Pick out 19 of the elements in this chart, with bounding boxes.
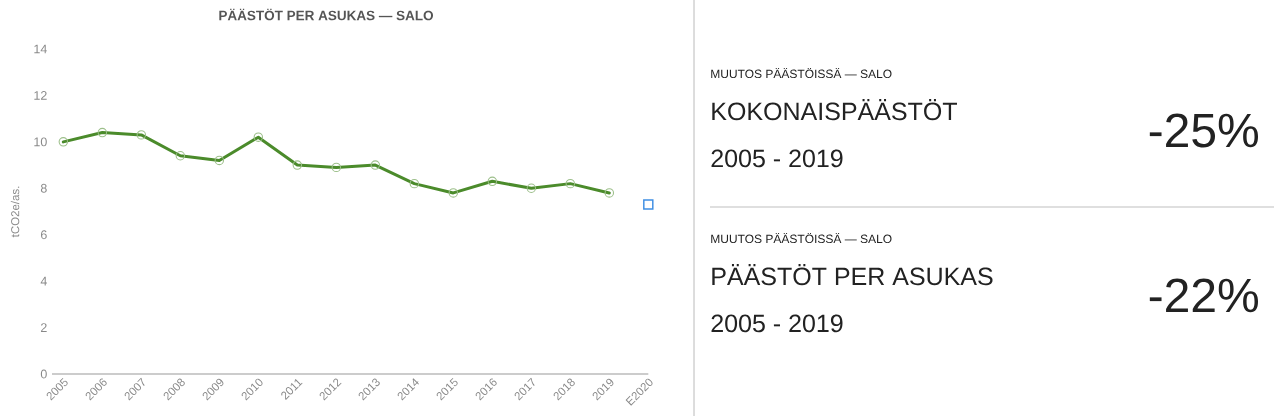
y-axis-title: tCO2e/as. xyxy=(10,186,20,238)
y-tick-label: 10 xyxy=(34,137,47,147)
y-tick-label: 4 xyxy=(40,276,47,286)
text: 2005 - 2019 xyxy=(711,149,843,168)
point xyxy=(643,199,654,210)
text: KOKONAISPÄÄSTÖT xyxy=(712,99,957,121)
y-tick-label: 6 xyxy=(40,230,47,240)
chart-title: PÄÄSTÖT PER ASUKAS — SALO xyxy=(219,8,434,21)
y-tick-label: 12 xyxy=(34,91,47,100)
text: -22% xyxy=(1149,278,1258,313)
y-tick-label: 2 xyxy=(40,323,47,332)
text: MUUTOS PÄÄSTÖISSÄ — SALO xyxy=(711,232,892,244)
text: -25% xyxy=(1149,113,1258,148)
y-tick-label: 8 xyxy=(40,183,47,193)
y-tick-label: 14 xyxy=(34,44,47,54)
text: 2005 - 2019 xyxy=(711,314,843,333)
text: PÄÄSTÖT PER ASUKAS xyxy=(712,264,993,286)
text: MUUTOS PÄÄSTÖISSÄ — SALO xyxy=(711,67,892,79)
y-tick-label: 0 xyxy=(40,369,47,379)
